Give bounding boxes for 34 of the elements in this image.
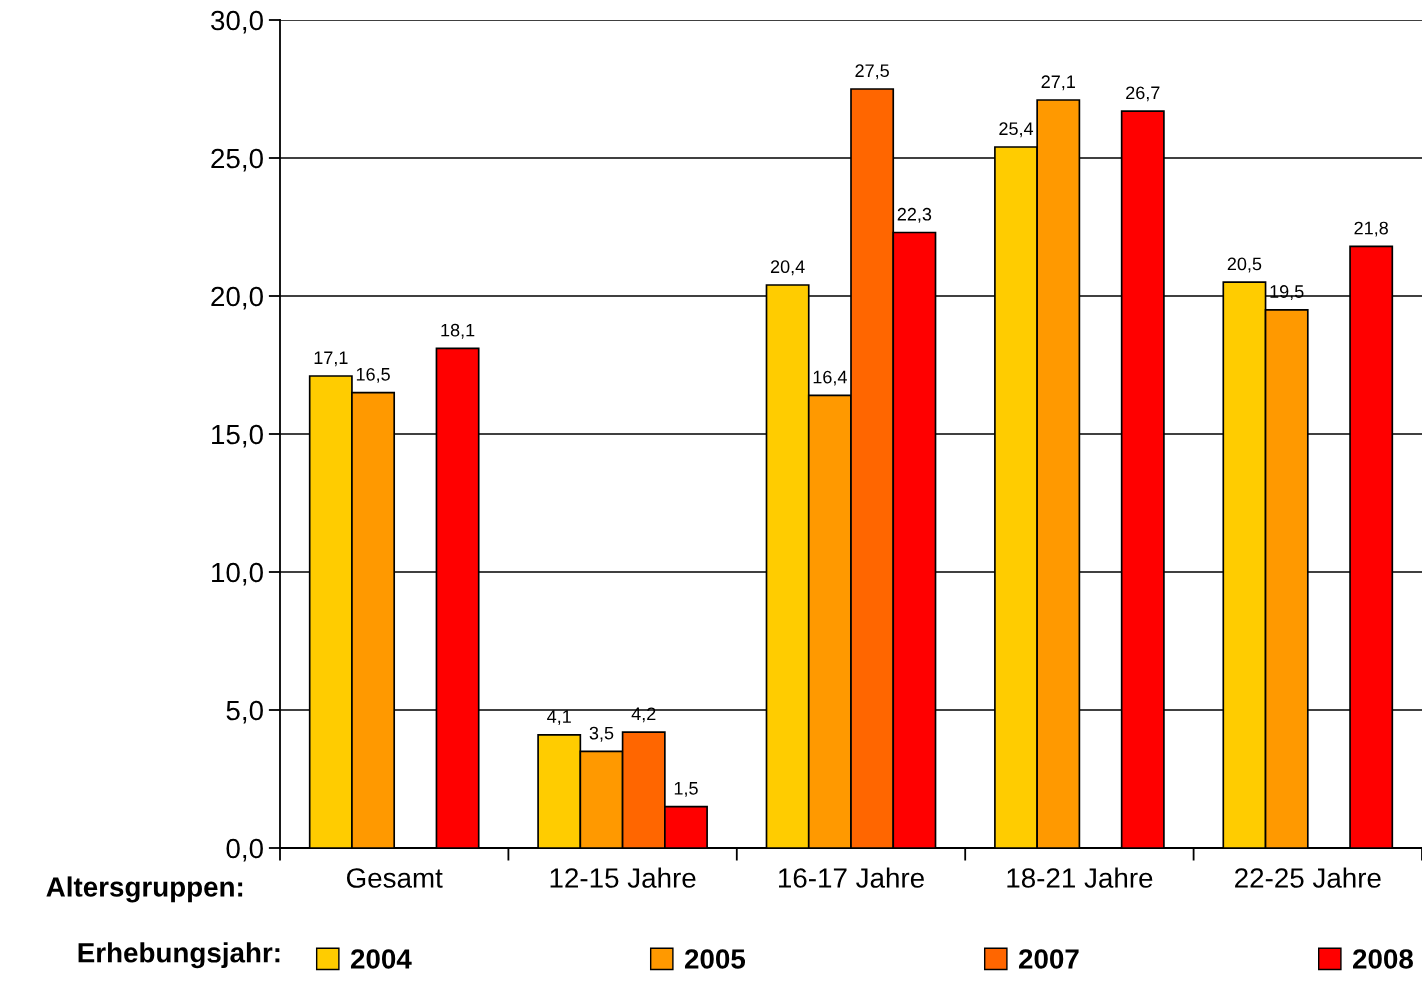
x-tick-label: 12-15 Jahre — [550, 867, 696, 888]
data-label: 18,1 — [441, 323, 475, 339]
x-tick-label: 18-21 Jahre — [1007, 867, 1153, 888]
x-axis-title: Altersgruppen: — [46, 876, 243, 903]
data-label: 25,4 — [999, 122, 1034, 138]
data-label: 16,5 — [356, 367, 390, 383]
data-label: 16,4 — [813, 370, 847, 386]
x-tick-label: Gesamt — [346, 868, 443, 888]
legend-title: Erhebungsjahr: — [78, 942, 280, 969]
legend-label: 2008 — [1352, 949, 1413, 969]
y-tick-label: 30,0 — [211, 10, 263, 34]
x-tick-label: 16-17 Jahre — [779, 867, 924, 888]
legend-label: 2004 — [350, 949, 412, 969]
y-tick-label: 25,0 — [211, 148, 263, 172]
y-tick-label: 10,0 — [212, 562, 263, 586]
data-label: 4,1 — [547, 710, 571, 726]
data-label: 21,8 — [1354, 221, 1388, 237]
data-label: 17,1 — [314, 351, 348, 367]
y-tick-label: 15,0 — [212, 424, 263, 448]
data-label: 4,2 — [631, 707, 656, 723]
data-label: 22,3 — [897, 207, 932, 223]
y-tick-label: 0,0 — [226, 838, 263, 862]
data-label: 20,4 — [770, 260, 805, 276]
legend-label: 2005 — [684, 949, 746, 969]
data-label: 27,1 — [1041, 75, 1075, 91]
data-label: 1,5 — [674, 782, 698, 797]
x-tick-label: 22-25 Jahre — [1235, 867, 1381, 888]
y-tick-label: 20,0 — [211, 286, 263, 310]
y-tick-label: 5,0 — [226, 700, 263, 724]
data-label: 27,5 — [855, 64, 889, 80]
data-label: 26,7 — [1126, 86, 1160, 102]
data-label: 20,5 — [1227, 257, 1262, 273]
legend-label: 2007 — [1018, 949, 1079, 969]
data-label: 3,5 — [589, 726, 614, 742]
